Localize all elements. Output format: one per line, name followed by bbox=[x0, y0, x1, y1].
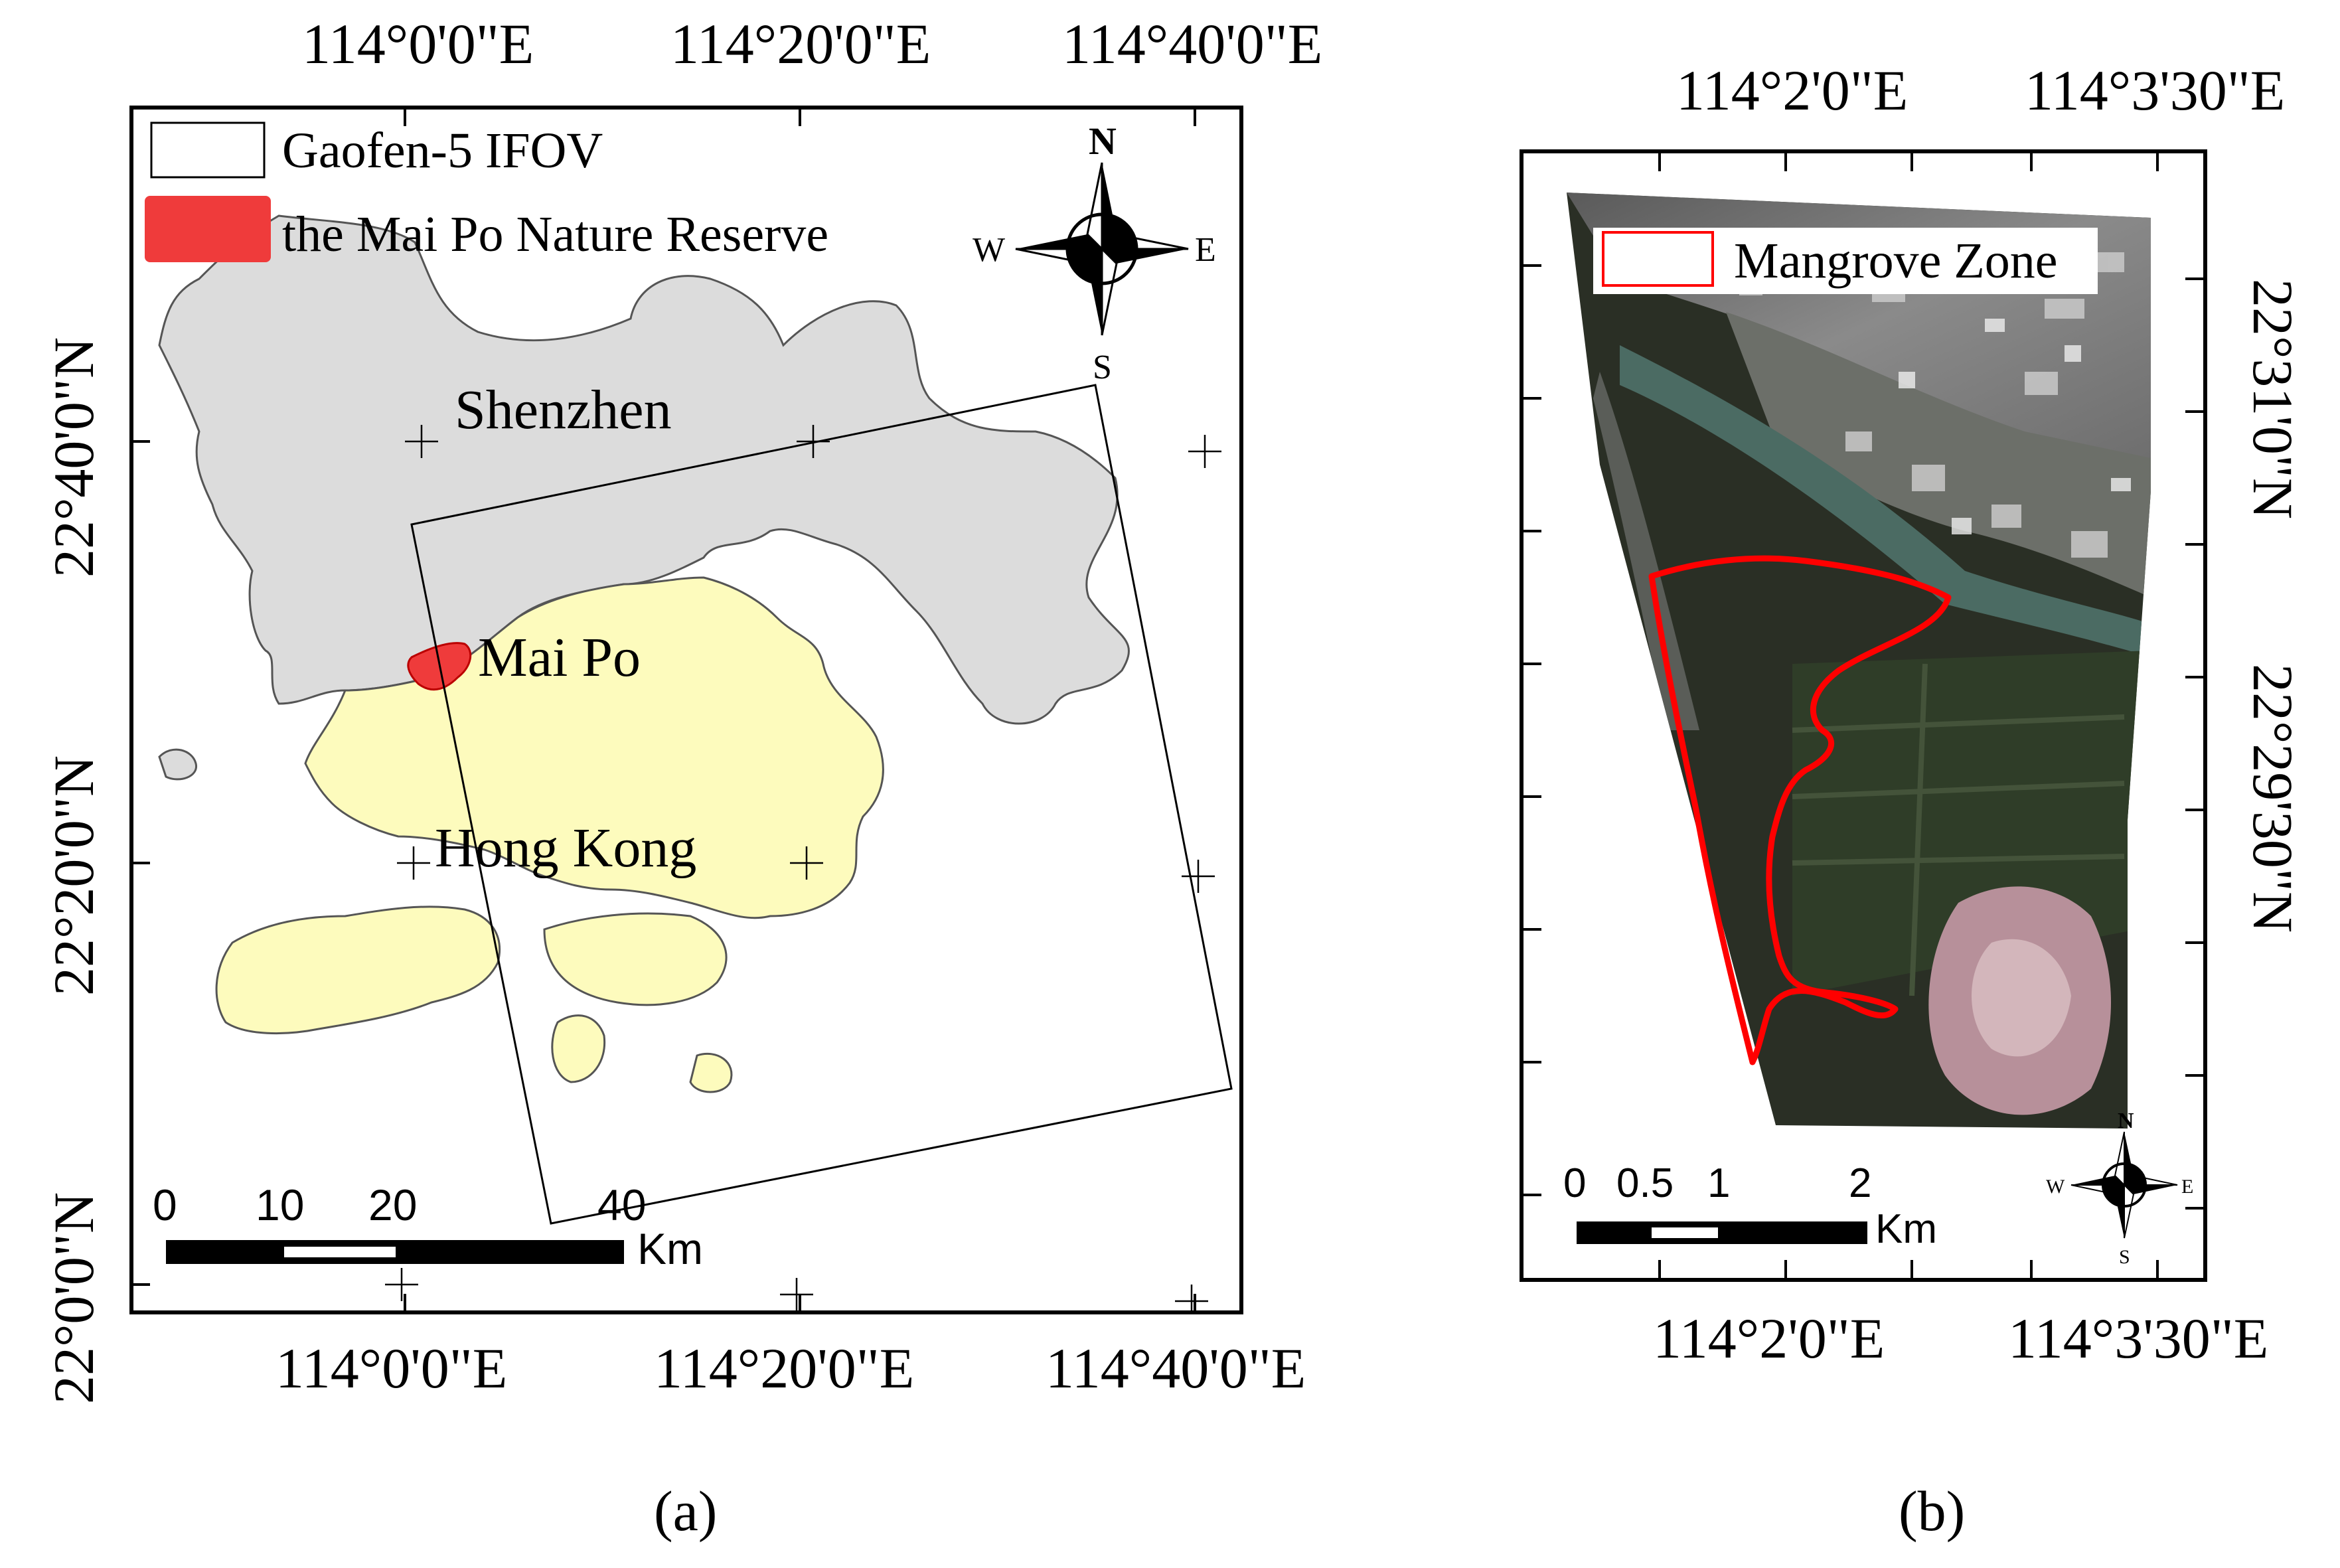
mangrove-zone-outline bbox=[1648, 555, 1952, 1065]
left-lat-label: 22°20'0"N bbox=[42, 755, 106, 996]
panel-b-scale-bar: 0 0.5 1 2 Km bbox=[1563, 1160, 1937, 1252]
scale-unit: Km bbox=[637, 1224, 703, 1273]
panel-b-north-arrow: N S W E bbox=[2046, 1109, 2193, 1268]
panel-b-legend: Mangrove Zone bbox=[1593, 228, 2098, 294]
mangrove-legend-swatch bbox=[1602, 231, 1714, 287]
top-lon-label: 114°0'0"E bbox=[302, 12, 534, 76]
right-lat-label: 22°31'0"N bbox=[2241, 279, 2305, 519]
left-lat-label: 22°40'0"N bbox=[42, 337, 106, 578]
compass-e: E bbox=[1195, 231, 1216, 269]
scale-tick: 0 bbox=[153, 1180, 177, 1229]
scale-tick: 40 bbox=[597, 1180, 646, 1229]
gaofen5-ifov-footprint bbox=[410, 384, 1233, 1225]
bottom-lon-label: 114°0'0"E bbox=[275, 1336, 507, 1400]
bottom-lon-label: 114°2'0"E bbox=[1653, 1306, 1885, 1370]
panel-a-map: Gaofen-5 IFOV the Mai Po Nature Reserve … bbox=[42, 12, 1322, 1543]
compass-w: W bbox=[2046, 1176, 2065, 1198]
ifov-legend-swatch bbox=[150, 121, 266, 179]
right-lat-label: 22°29'30"N bbox=[2241, 664, 2305, 933]
panel-a-legend: Gaofen-5 IFOV the Mai Po Nature Reserve bbox=[145, 121, 828, 262]
scale-tick: 2 bbox=[1849, 1160, 1871, 1206]
top-lon-label: 114°2'0"E bbox=[1676, 58, 1908, 122]
bottom-lon-label: 114°20'0"E bbox=[654, 1336, 914, 1400]
bottom-lon-label: 114°3'30"E bbox=[2008, 1306, 2268, 1370]
shenzhen-label: Shenzhen bbox=[455, 379, 672, 441]
panel-b-frame-ticks bbox=[1521, 151, 2205, 1280]
ifov-legend-label: Gaofen-5 IFOV bbox=[282, 123, 603, 179]
top-lon-label: 114°20'0"E bbox=[670, 12, 931, 76]
shenzhen-land bbox=[158, 214, 1130, 725]
hong-kong-island bbox=[543, 912, 728, 1006]
compass-s: S bbox=[2119, 1246, 2130, 1268]
mangrove-legend-label: Mangrove Zone bbox=[1734, 233, 2058, 289]
left-lat-label: 22°0'0"N bbox=[42, 1192, 106, 1404]
scale-tick: 10 bbox=[256, 1180, 304, 1229]
compass-e: E bbox=[2181, 1176, 2193, 1198]
small-island bbox=[158, 748, 197, 781]
top-lon-label: 114°40'0"E bbox=[1062, 12, 1322, 76]
lantau-island bbox=[215, 905, 501, 1035]
scale-tick: 0 bbox=[1563, 1160, 1586, 1206]
panel-a-north-arrow: N S W E bbox=[973, 119, 1216, 386]
lamma-island bbox=[551, 1014, 606, 1083]
scale-tick: 1 bbox=[1707, 1160, 1730, 1206]
panel-a-frame-ticks bbox=[131, 108, 1196, 1312]
panel-a-caption: (a) bbox=[654, 1479, 717, 1543]
graticule-marks bbox=[385, 425, 1221, 1312]
top-lon-label: 114°3'30"E bbox=[2025, 58, 2285, 122]
panel-a-scale-bar: 0 10 20 40 Km bbox=[153, 1180, 703, 1273]
hong-kong-land bbox=[304, 576, 884, 919]
scale-unit: Km bbox=[1875, 1206, 1937, 1252]
bottom-lon-label: 114°40'0"E bbox=[1046, 1336, 1306, 1400]
panel-b-map: Mangrove Zone N S W E 0 0.5 1 bbox=[1520, 58, 2305, 1543]
compass-n: N bbox=[1089, 119, 1117, 163]
reserve-legend-swatch bbox=[145, 196, 271, 262]
panel-b-caption: (b) bbox=[1899, 1479, 1965, 1543]
scale-tick: 0.5 bbox=[1616, 1160, 1674, 1206]
compass-n: N bbox=[2118, 1109, 2134, 1133]
compass-w: W bbox=[973, 231, 1005, 269]
small-island bbox=[689, 1052, 733, 1093]
reserve-legend-label: the Mai Po Nature Reserve bbox=[282, 206, 828, 262]
mai-po-label: Mai Po bbox=[478, 627, 641, 688]
scale-tick: 20 bbox=[368, 1180, 417, 1229]
hong-kong-label: Hong Kong bbox=[435, 817, 696, 879]
compass-s: S bbox=[1093, 349, 1112, 386]
